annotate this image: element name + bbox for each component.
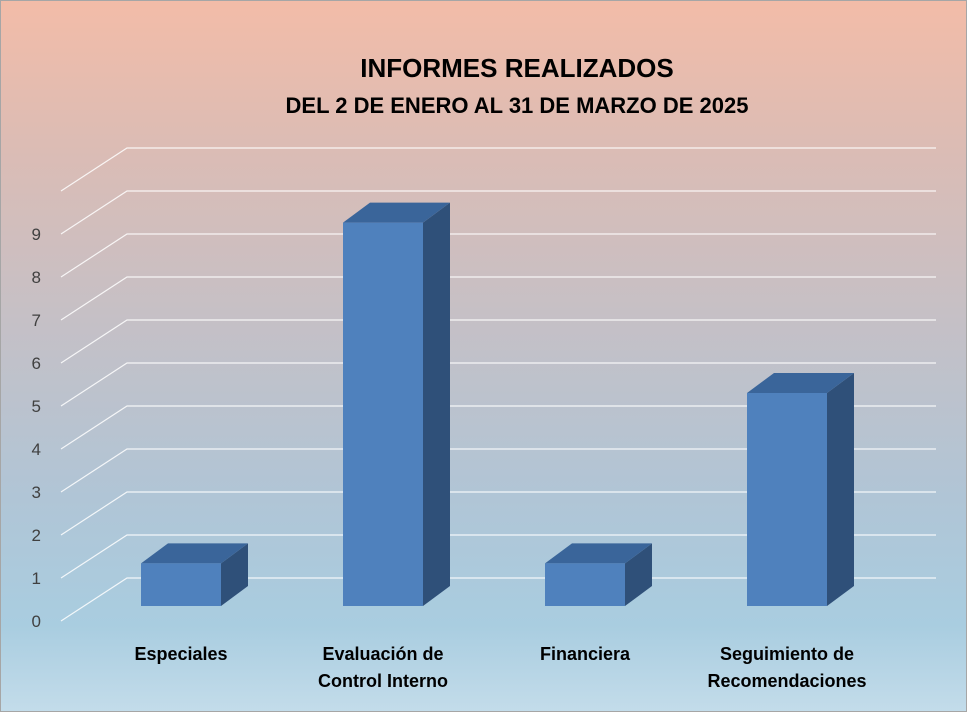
bar-front <box>141 563 221 606</box>
chart-subtitle: DEL 2 DE ENERO AL 31 DE MARZO DE 2025 <box>286 93 749 118</box>
gridline <box>60 491 936 536</box>
gridline <box>60 534 936 579</box>
y-tick-label: 2 <box>32 526 41 545</box>
bar-1 <box>141 543 248 606</box>
gridline <box>60 147 936 192</box>
bar-top <box>343 202 450 223</box>
gridline <box>60 276 936 321</box>
bar-front <box>747 393 827 606</box>
bar-4 <box>747 373 854 606</box>
x-category-label-line: Recomendaciones <box>707 671 866 691</box>
gridline <box>60 190 936 235</box>
gridline <box>60 448 936 493</box>
bar-front <box>545 563 625 606</box>
bar-side <box>221 543 248 606</box>
bar-top <box>545 543 652 564</box>
bar-top <box>141 543 248 564</box>
x-category-label-line: Seguimiento de <box>720 644 854 664</box>
x-category-label: Evaluación de Control Interno <box>318 644 448 691</box>
bar-side <box>827 373 854 606</box>
y-tick-label: 3 <box>32 483 41 502</box>
bar-top <box>747 373 854 393</box>
bar-2 <box>343 202 450 606</box>
y-tick-label: 9 <box>32 225 41 244</box>
gridline <box>60 577 936 622</box>
bar-side <box>625 543 652 606</box>
bar-side <box>423 202 450 606</box>
gridline <box>60 319 936 364</box>
x-category-label: Seguimiento de Recomendaciones <box>707 644 866 691</box>
x-category-label: Financiera <box>540 644 631 664</box>
y-tick-label: 0 <box>32 612 41 631</box>
bar-front <box>343 222 423 606</box>
y-tick-label: 4 <box>32 440 41 459</box>
bar-3 <box>545 543 652 606</box>
gridline <box>60 362 936 407</box>
y-tick-label: 5 <box>32 397 41 416</box>
x-category-label-line: Control Interno <box>318 671 448 691</box>
gridline <box>60 233 936 278</box>
y-tick-label: 1 <box>32 569 41 588</box>
x-category-label-line: Financiera <box>540 644 631 664</box>
chart-title: INFORMES REALIZADOS <box>360 53 673 83</box>
x-category-label: Especiales <box>134 644 227 664</box>
x-category-label-line: Especiales <box>134 644 227 664</box>
x-category-label-line: Evaluación de <box>322 644 443 664</box>
y-tick-label: 6 <box>32 354 41 373</box>
y-tick-label: 8 <box>32 268 41 287</box>
gridline <box>60 405 936 450</box>
y-tick-label: 7 <box>32 311 41 330</box>
